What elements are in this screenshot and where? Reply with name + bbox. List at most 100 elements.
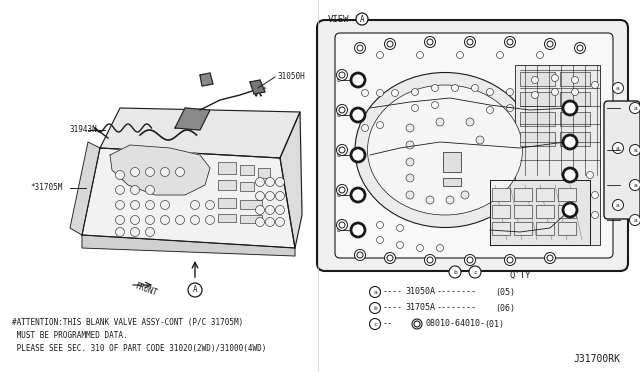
Circle shape: [426, 196, 434, 204]
Circle shape: [385, 253, 396, 263]
Circle shape: [275, 192, 285, 201]
Text: PLEASE SEE SEC. 310 OF PART CODE 31020(2WD)/31000(4WD): PLEASE SEE SEC. 310 OF PART CODE 31020(2…: [12, 344, 266, 353]
Text: 31050A: 31050A: [405, 288, 435, 296]
Text: 31943N: 31943N: [70, 125, 98, 134]
Text: --------: --------: [437, 288, 477, 296]
Bar: [492, 188, 510, 201]
Circle shape: [115, 215, 125, 224]
Circle shape: [355, 42, 365, 54]
Circle shape: [612, 199, 623, 211]
Ellipse shape: [355, 73, 535, 228]
Circle shape: [427, 39, 433, 45]
Circle shape: [275, 177, 285, 186]
Bar: [520, 92, 555, 106]
Circle shape: [385, 38, 396, 49]
Text: a: a: [616, 145, 620, 151]
Circle shape: [131, 167, 140, 176]
Circle shape: [376, 221, 383, 228]
Bar: [560, 72, 590, 86]
Circle shape: [351, 73, 365, 87]
Circle shape: [351, 148, 365, 162]
Bar: [558, 205, 576, 218]
Bar: [218, 198, 236, 208]
Bar: [560, 112, 590, 126]
Polygon shape: [82, 235, 295, 256]
Circle shape: [337, 105, 348, 115]
Text: a: a: [633, 148, 637, 153]
Circle shape: [476, 136, 484, 144]
Bar: [536, 205, 554, 218]
Circle shape: [575, 42, 586, 54]
Bar: [560, 132, 590, 146]
Text: b: b: [453, 269, 457, 275]
Circle shape: [431, 102, 438, 109]
Text: (05): (05): [495, 288, 515, 296]
Circle shape: [612, 83, 623, 93]
Circle shape: [356, 13, 368, 25]
Circle shape: [339, 222, 345, 228]
Circle shape: [337, 185, 348, 196]
Circle shape: [145, 186, 154, 195]
Circle shape: [466, 118, 474, 126]
Circle shape: [406, 141, 414, 149]
Circle shape: [424, 36, 435, 48]
Circle shape: [467, 257, 473, 263]
Circle shape: [504, 254, 515, 266]
Circle shape: [339, 147, 345, 153]
Circle shape: [591, 81, 598, 89]
Bar: [558, 222, 576, 235]
Bar: [443, 178, 461, 186]
Circle shape: [362, 90, 369, 96]
Circle shape: [115, 201, 125, 209]
Circle shape: [175, 215, 184, 224]
Circle shape: [191, 215, 200, 224]
Circle shape: [563, 168, 577, 182]
Circle shape: [188, 283, 202, 297]
Bar: [514, 205, 532, 218]
Text: 31050H: 31050H: [277, 71, 305, 80]
Circle shape: [536, 51, 543, 58]
Circle shape: [387, 255, 393, 261]
Circle shape: [369, 318, 381, 330]
Circle shape: [547, 255, 553, 261]
Circle shape: [175, 167, 184, 176]
Text: (06): (06): [495, 304, 515, 312]
Circle shape: [412, 105, 419, 112]
Circle shape: [397, 224, 403, 231]
Bar: [560, 92, 590, 106]
Circle shape: [376, 51, 383, 58]
Circle shape: [486, 89, 493, 96]
Bar: [520, 132, 555, 146]
Text: ----: ----: [383, 288, 403, 296]
Polygon shape: [175, 108, 210, 130]
Circle shape: [355, 250, 365, 260]
Bar: [558, 188, 576, 201]
Bar: [492, 205, 510, 218]
Polygon shape: [100, 108, 300, 158]
Text: FRONT: FRONT: [133, 282, 158, 298]
Circle shape: [563, 101, 577, 115]
Bar: [520, 72, 555, 86]
Circle shape: [161, 167, 170, 176]
Bar: [536, 188, 554, 201]
Circle shape: [387, 41, 393, 47]
Circle shape: [337, 70, 348, 80]
Circle shape: [115, 228, 125, 237]
Circle shape: [506, 89, 513, 96]
Text: --: --: [383, 320, 393, 328]
Polygon shape: [490, 180, 590, 245]
Circle shape: [427, 257, 433, 263]
Bar: [240, 165, 254, 175]
Text: Q'TY: Q'TY: [509, 271, 531, 280]
FancyBboxPatch shape: [317, 20, 628, 271]
Circle shape: [451, 84, 458, 92]
Circle shape: [469, 266, 481, 278]
Circle shape: [531, 77, 538, 83]
Circle shape: [431, 84, 438, 92]
Circle shape: [191, 201, 200, 209]
Circle shape: [436, 118, 444, 126]
Circle shape: [506, 105, 513, 112]
Circle shape: [275, 205, 285, 215]
Text: c: c: [473, 269, 477, 275]
Circle shape: [397, 241, 403, 248]
